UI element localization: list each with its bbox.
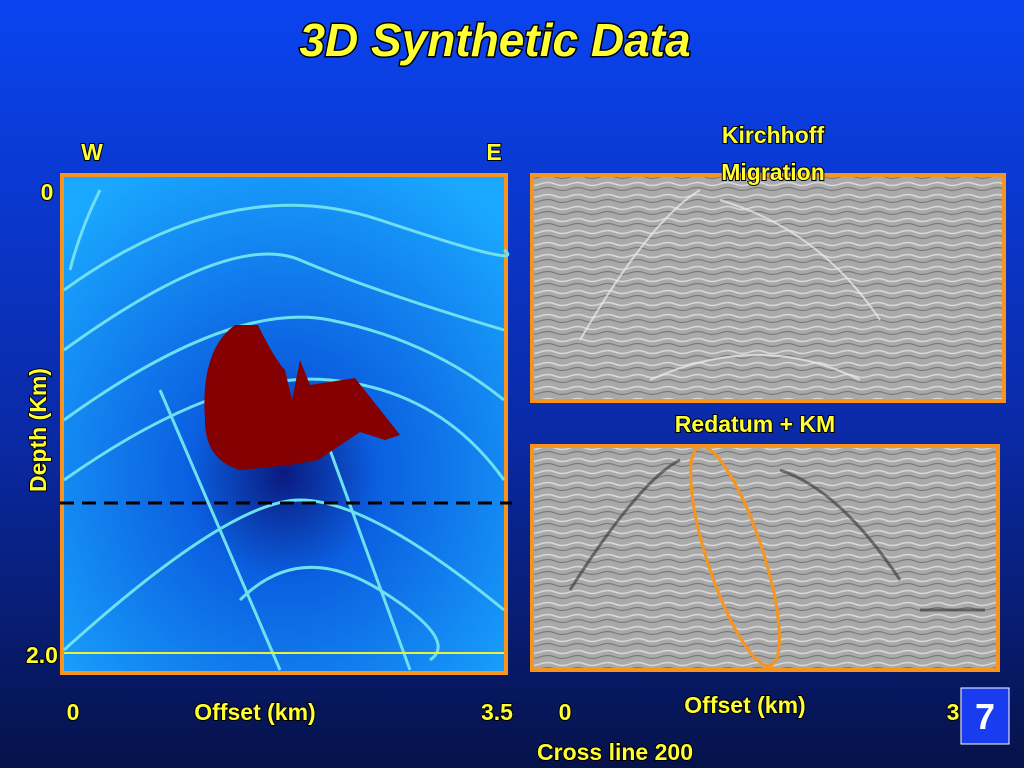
offset-end-right: 3 [947, 699, 960, 725]
kirchhoff-title-1: Kirchhoff [722, 122, 825, 148]
offset-end: 3.5 [481, 699, 513, 725]
redatum-title: Redatum + KM [675, 411, 835, 437]
depth-top: 0 [41, 179, 54, 205]
offset-label-right: Offset (km) [684, 692, 805, 718]
east-label: E [486, 139, 501, 165]
offset-start: 0 [67, 699, 80, 725]
depth-bottom: 2.0 [26, 642, 58, 668]
slide-number: 7 [975, 696, 995, 737]
kirchhoff-image [530, 173, 1006, 403]
title: 3D Synthetic Data [299, 14, 690, 66]
west-label: W [81, 139, 103, 165]
kirchhoff-events [579, 189, 881, 381]
kirchhoff-title-2: Migration [721, 159, 825, 185]
offset-start-right: 0 [559, 699, 572, 725]
highlight-ellipse [689, 444, 781, 668]
redatum-events [568, 458, 985, 612]
depth-label: Depth (Km) [25, 368, 51, 492]
velocity-model [60, 173, 512, 675]
offset-label: Offset (km) [194, 699, 315, 725]
footer: Cross line 200 [537, 739, 693, 765]
slide-number-box [960, 687, 1010, 745]
